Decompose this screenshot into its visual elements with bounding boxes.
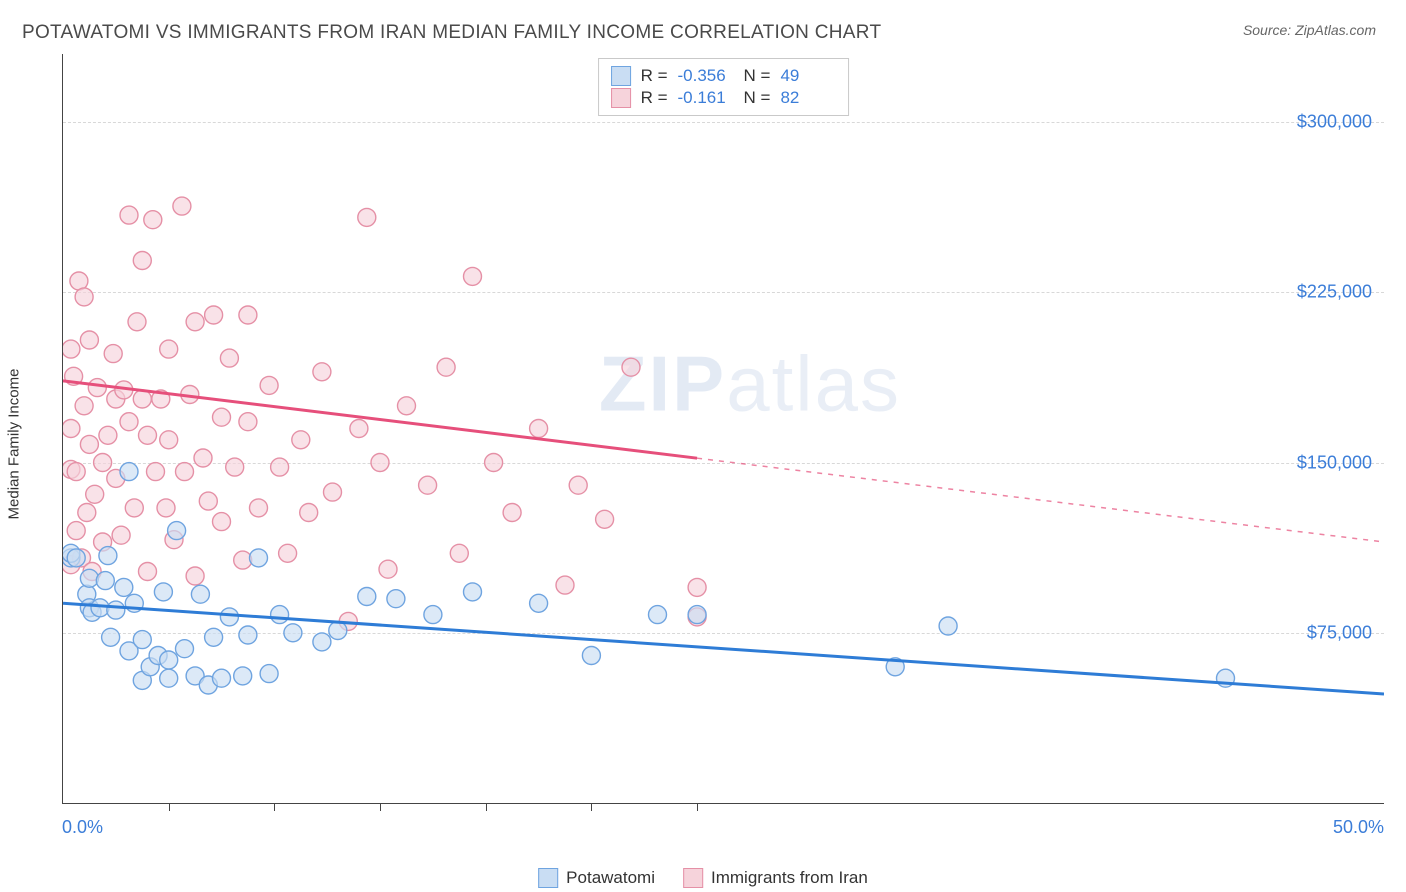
- x-tick: [591, 803, 592, 811]
- y-axis-label: Median Family Income: [6, 369, 23, 520]
- x-axis-max-label: 50.0%: [1333, 817, 1384, 838]
- swatch-iran: [683, 868, 703, 888]
- n-value-iran: 82: [780, 88, 836, 108]
- swatch-potawatomi: [538, 868, 558, 888]
- chart-area: Median Family Income ZIPatlas R = -0.356…: [22, 54, 1384, 834]
- n-value-potawatomi: 49: [780, 66, 836, 86]
- source-attribution: Source: ZipAtlas.com: [1243, 22, 1376, 38]
- x-tick: [169, 803, 170, 811]
- swatch-iran: [611, 88, 631, 108]
- x-tick: [380, 803, 381, 811]
- legend-row-iran: R = -0.161 N = 82: [611, 87, 837, 109]
- x-tick: [697, 803, 698, 811]
- swatch-potawatomi: [611, 66, 631, 86]
- chart-title: POTAWATOMI VS IMMIGRANTS FROM IRAN MEDIA…: [22, 22, 881, 44]
- r-value-potawatomi: -0.356: [678, 66, 734, 86]
- legend-item-iran: Immigrants from Iran: [683, 868, 868, 888]
- x-tick: [274, 803, 275, 811]
- series-legend: Potawatomi Immigrants from Iran: [538, 868, 868, 888]
- r-value-iran: -0.161: [678, 88, 734, 108]
- plot-region: ZIPatlas R = -0.356 N = 49 R = -0.161 N …: [62, 54, 1384, 804]
- legend-item-potawatomi: Potawatomi: [538, 868, 655, 888]
- correlation-legend: R = -0.356 N = 49 R = -0.161 N = 82: [598, 58, 850, 116]
- x-axis-min-label: 0.0%: [62, 817, 103, 838]
- legend-row-potawatomi: R = -0.356 N = 49: [611, 65, 837, 87]
- trend-lines-layer: [63, 54, 1384, 803]
- x-tick: [486, 803, 487, 811]
